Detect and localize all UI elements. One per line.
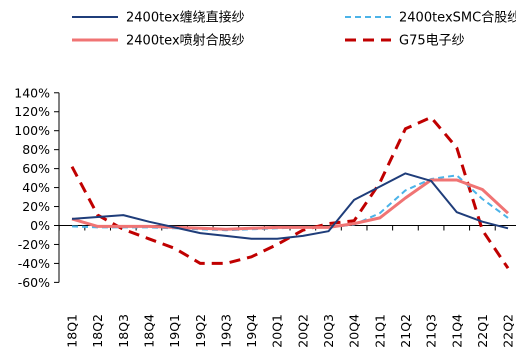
x-tick-label: 21Q1 <box>372 314 387 348</box>
x-tick-label: 21Q4 <box>449 314 464 348</box>
legend-item: 2400tex缠绕直接纱 <box>72 10 245 26</box>
y-tick-label: -20% <box>18 237 50 252</box>
x-tick-label: 20Q4 <box>347 314 362 348</box>
x-tick-label: 21Q3 <box>424 314 439 348</box>
x-tick-label: 18Q1 <box>65 314 80 348</box>
legend-item: 2400tex喷射合股纱 <box>72 33 245 49</box>
x-tick-label: 18Q3 <box>116 314 131 348</box>
y-tick-label: 0% <box>30 218 50 233</box>
chart-axes: -60% -40% -20% 0% 20% 40% 60% 80% 100% 120% 140% 18… <box>14 85 516 348</box>
x-tick-label: 20Q3 <box>321 314 336 348</box>
x-tick-label: 19Q1 <box>167 314 182 348</box>
y-tick-label: 100% <box>14 123 50 138</box>
series-line-3 <box>70 115 510 270</box>
series-line-0 <box>71 172 509 240</box>
legend-item: 2400texSMC合股纱 <box>345 11 516 26</box>
series-line-1 <box>71 174 509 232</box>
legend-label: 2400tex缠绕直接纱 <box>126 10 245 26</box>
chart-legend: 2400tex缠绕直接纱 2400texSMC合股纱 2400tex喷射合股纱 G75… <box>72 10 516 49</box>
x-tick-label: 18Q4 <box>141 314 156 348</box>
x-tick-label: 19Q3 <box>218 314 233 348</box>
y-tick-label: 120% <box>14 104 50 119</box>
y-tick-label: 40% <box>22 180 50 195</box>
y-tick-label: 80% <box>22 142 50 157</box>
legend-label: G75电子纱 <box>399 34 465 49</box>
x-tick-label: 20Q1 <box>270 314 285 348</box>
y-tick-label: 20% <box>22 199 50 214</box>
x-tick-label: 20Q2 <box>295 314 310 348</box>
x-tick-label: 19Q4 <box>244 314 259 348</box>
x-tick-label: 18Q2 <box>90 314 105 348</box>
x-tick-label: 19Q2 <box>193 314 208 348</box>
x-tick-label: 22Q2 <box>501 314 516 348</box>
x-tick-label: 22Q1 <box>475 314 490 348</box>
series-layer <box>70 115 510 270</box>
y-tick-label: -40% <box>18 256 50 271</box>
series-line-2 <box>71 178 510 231</box>
y-tick-label: 60% <box>22 161 50 176</box>
legend-label: 2400tex喷射合股纱 <box>126 33 245 49</box>
y-tick-label: 140% <box>14 85 50 100</box>
legend-item: G75电子纱 <box>345 34 465 49</box>
y-tick-label: -60% <box>18 275 50 290</box>
x-tick-label: 21Q2 <box>398 314 413 348</box>
legend-label: 2400texSMC合股纱 <box>399 11 516 26</box>
